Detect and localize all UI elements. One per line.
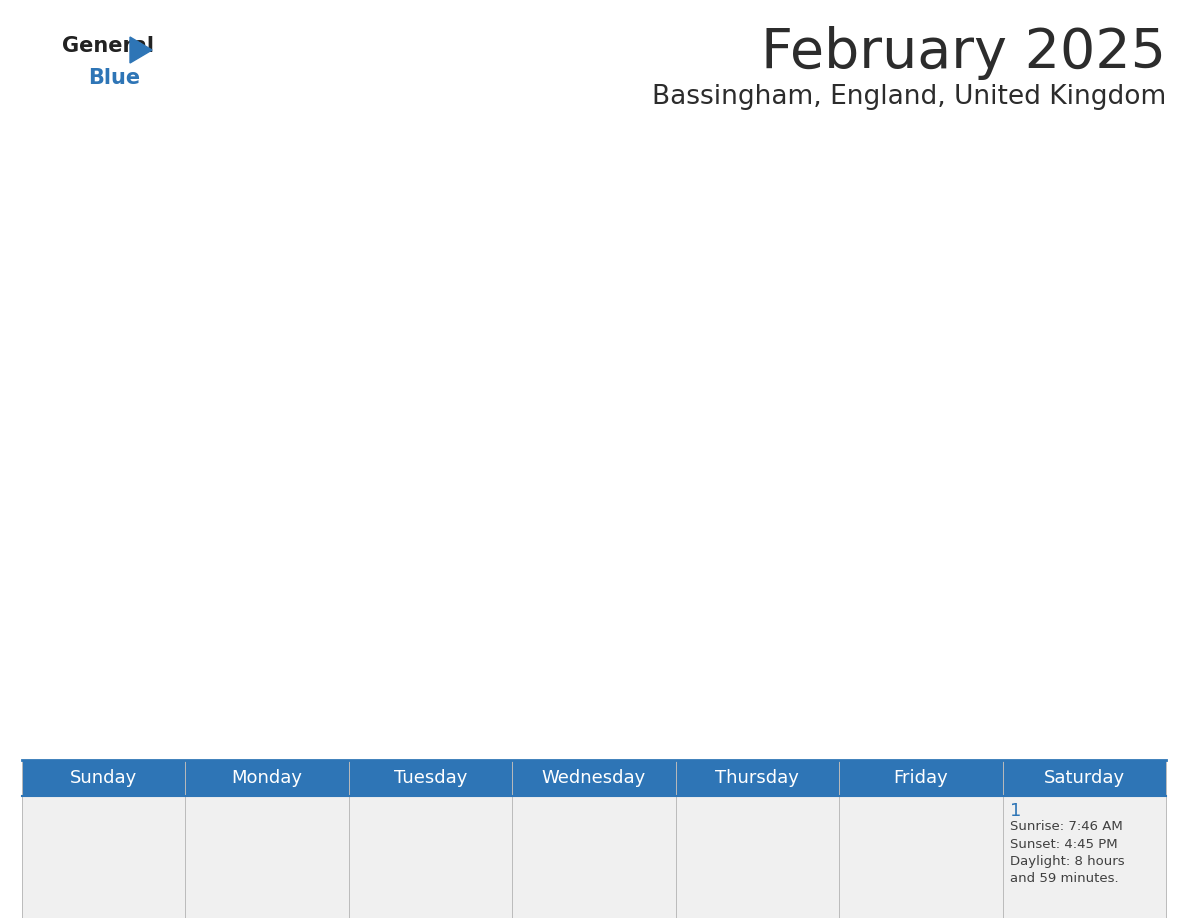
Text: Bassingham, England, United Kingdom: Bassingham, England, United Kingdom — [652, 84, 1165, 110]
Text: 1: 1 — [1010, 802, 1020, 820]
Bar — [349, 796, 512, 918]
Bar — [839, 796, 1003, 918]
Text: Sunrise: 7:46 AM
Sunset: 4:45 PM
Daylight: 8 hours
and 59 minutes.: Sunrise: 7:46 AM Sunset: 4:45 PM Dayligh… — [1010, 820, 1124, 886]
Text: Saturday: Saturday — [1044, 769, 1125, 787]
Bar — [839, 760, 1003, 796]
Bar — [185, 796, 349, 918]
Text: Sunday: Sunday — [70, 769, 138, 787]
Bar — [185, 760, 349, 796]
Text: February 2025: February 2025 — [762, 26, 1165, 80]
Bar — [23, 796, 185, 918]
Text: Blue: Blue — [88, 68, 140, 88]
Bar — [512, 796, 676, 918]
Text: Monday: Monday — [232, 769, 303, 787]
Text: Wednesday: Wednesday — [542, 769, 646, 787]
Bar — [676, 760, 839, 796]
Bar — [676, 796, 839, 918]
Text: General: General — [62, 36, 154, 56]
Bar — [349, 760, 512, 796]
Text: Friday: Friday — [893, 769, 948, 787]
Bar — [1003, 760, 1165, 796]
Bar — [1003, 796, 1165, 918]
Polygon shape — [129, 37, 152, 63]
Text: Tuesday: Tuesday — [394, 769, 467, 787]
Bar — [512, 760, 676, 796]
Bar — [23, 760, 185, 796]
Text: Thursday: Thursday — [715, 769, 800, 787]
